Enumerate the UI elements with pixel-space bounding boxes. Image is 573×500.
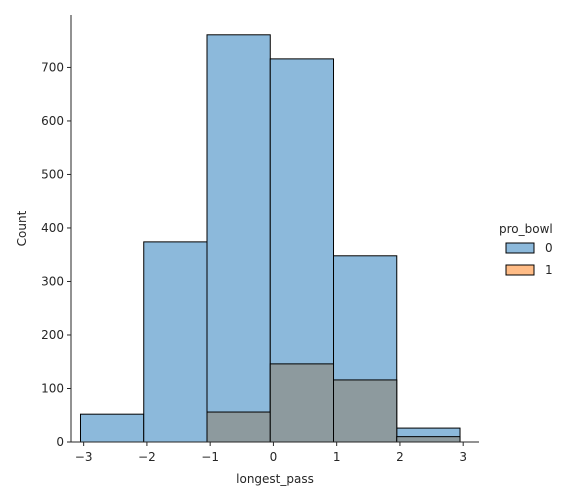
- y-tick-label: 100: [41, 381, 64, 395]
- x-tick-label: 3: [459, 450, 467, 464]
- bar-series-0-bin-1: [143, 241, 208, 443]
- y-tick-label: 600: [41, 114, 64, 128]
- legend-entry-0: 0: [545, 241, 553, 255]
- legend-title: pro_bowl: [499, 222, 553, 236]
- x-tick-label: −2: [138, 450, 156, 464]
- x-tick-label: 1: [333, 450, 341, 464]
- y-tick-label: 500: [41, 167, 64, 181]
- legend-entry-1: 1: [545, 263, 553, 277]
- x-tick-label: 2: [396, 450, 404, 464]
- legend: pro_bowl 0 1: [499, 222, 553, 277]
- y-axis-ticks: 0 100 200 300 400 500 600 700: [41, 60, 71, 449]
- x-tick-label: −1: [201, 450, 219, 464]
- bar-series-1-bin-0: [206, 411, 271, 443]
- x-tick-label: 0: [270, 450, 278, 464]
- y-axis-label: Count: [15, 210, 29, 246]
- bar-series-0-bin-2: [206, 34, 271, 443]
- y-tick-label: 300: [41, 274, 64, 288]
- x-axis-label: longest_pass: [236, 472, 314, 486]
- bar-series-0-bin-0: [79, 413, 145, 443]
- y-tick-label: 0: [56, 435, 64, 449]
- y-tick-label: 400: [41, 221, 64, 235]
- bar-series-1-bin-1: [269, 363, 335, 443]
- y-tick-label: 200: [41, 328, 64, 342]
- legend-swatch-1: [505, 264, 535, 276]
- bars-series-1: [206, 363, 461, 443]
- legend-swatch-0: [505, 242, 535, 254]
- x-axis-ticks: −3 −2 −1 0 1 2 3: [75, 442, 467, 464]
- bar-series-1-bin-3: [396, 436, 461, 443]
- bar-series-1-bin-2: [333, 379, 398, 443]
- y-tick-label: 700: [41, 60, 64, 74]
- x-tick-label: −3: [75, 450, 93, 464]
